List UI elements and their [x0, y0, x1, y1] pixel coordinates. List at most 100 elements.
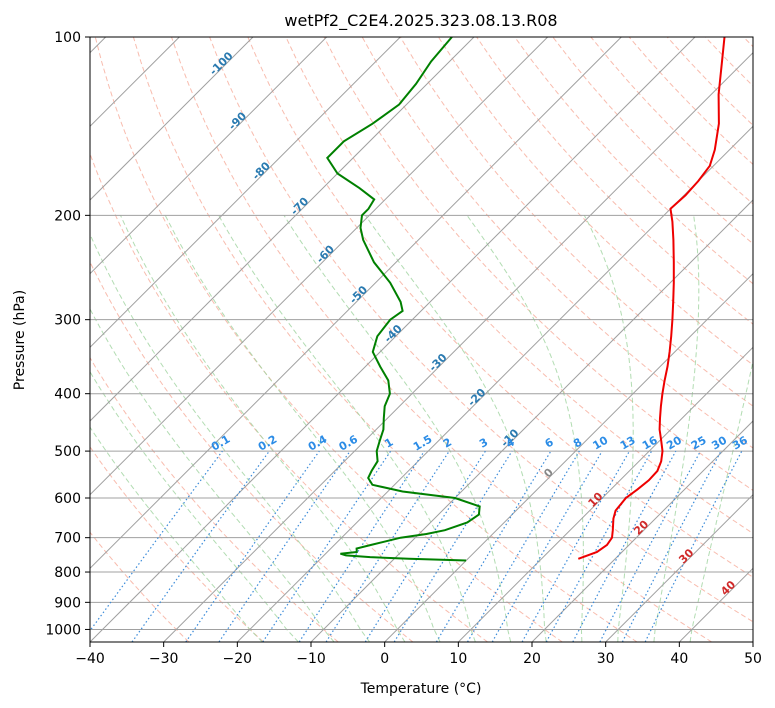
moist-adiabat [90, 232, 371, 642]
isotherm-label: -80 [250, 159, 273, 182]
mixing-ratio-line [521, 450, 631, 642]
isotherm-label: -60 [314, 242, 337, 265]
dry-adiabat [437, 37, 753, 366]
mixing-ratio-line [325, 450, 450, 642]
isotherm-label: 40 [718, 578, 738, 598]
dry-adiabats [90, 37, 753, 642]
mixing-ratio-line [644, 450, 743, 642]
dry-adiabat [132, 37, 638, 642]
isotherm [384, 272, 753, 642]
moist-adiabat [90, 370, 299, 642]
dry-adiabat [171, 37, 712, 642]
isotherm [752, 641, 753, 642]
x-tick-label: 30 [597, 651, 615, 667]
moist-adiabat [653, 215, 700, 642]
dry-adiabat [247, 37, 753, 578]
isotherm-label: -90 [226, 109, 249, 132]
moist-adiabat [689, 358, 753, 642]
mixing-ratio-line [572, 450, 677, 642]
x-tick-label: −10 [296, 651, 326, 667]
y-axis-ticks: 100 200 300 400 500 600 700 800 900 1000 [45, 30, 90, 638]
moist-adiabat [120, 215, 406, 642]
isotherm [90, 37, 549, 496]
isotherm [605, 493, 753, 642]
mixing-ratio-line [621, 450, 722, 642]
isotherm [90, 37, 696, 642]
dry-adiabat [90, 446, 264, 642]
mixing-ratio-lines [90, 450, 743, 642]
temperature-profile [577, 37, 726, 560]
dry-adiabat [361, 37, 753, 449]
mixing-ratio-line [435, 450, 552, 642]
plot-frame [89, 36, 754, 643]
mixing-ratio-label: 30 [709, 433, 729, 452]
dewpoint-profile [326, 37, 481, 562]
isotherm [457, 346, 753, 642]
x-tick-label: 10 [449, 651, 467, 667]
dry-adiabat [90, 260, 414, 642]
y-tick-label: 900 [54, 595, 81, 611]
dry-adiabat [90, 531, 190, 642]
isotherm-label: 10 [586, 490, 606, 510]
dry-adiabat [552, 37, 753, 245]
y-tick-label: 700 [54, 531, 81, 547]
y-tick-label: 400 [54, 387, 81, 403]
mixing-ratio-label: 10 [591, 433, 611, 452]
mixing-ratio-line [262, 450, 392, 642]
sounding-series [326, 37, 726, 562]
dry-adiabat [285, 37, 753, 535]
isotherm [310, 199, 753, 642]
moist-adiabat [218, 215, 476, 642]
x-tick-label: −40 [75, 651, 105, 667]
y-tick-label: 600 [54, 491, 81, 507]
isotherms [90, 37, 753, 642]
mixing-ratio-line [298, 450, 425, 642]
isotherm [90, 37, 328, 275]
mixing-ratio-line [185, 450, 320, 642]
mixing-ratio-line [545, 450, 653, 642]
isotherm-label: -70 [288, 195, 311, 218]
dry-adiabat [399, 37, 753, 407]
isotherm-label: -20 [465, 386, 488, 409]
mixing-ratio-label: 16 [640, 433, 660, 452]
x-tick-label: 20 [523, 651, 541, 667]
dry-adiabat [94, 37, 563, 642]
moist-adiabats [90, 215, 753, 642]
x-tick-label: 40 [670, 651, 688, 667]
x-axis-ticks: −40 −30 −20 −10 0 10 20 30 40 50 [75, 642, 762, 667]
mixing-ratio-label: 25 [689, 434, 709, 453]
isotherm [531, 420, 753, 642]
dry-adiabat [514, 37, 753, 285]
mixing-ratio-line [218, 450, 351, 642]
dry-adiabat [704, 37, 753, 87]
moist-adiabat [283, 215, 512, 642]
dry-adiabat [90, 356, 339, 642]
y-tick-label: 200 [54, 208, 81, 224]
chart-title: wetPf2_C2E4.2025.323.08.13.R08 [284, 11, 557, 31]
y-tick-label: 800 [54, 565, 81, 581]
isotherm [236, 125, 753, 642]
mixing-ratio-label: 20 [664, 433, 684, 452]
mixing-ratio-label: 13 [618, 434, 638, 453]
mixing-ratio-line [393, 450, 513, 642]
x-tick-label: −30 [149, 651, 179, 667]
y-tick-label: 300 [54, 313, 81, 329]
dry-adiabat [209, 37, 753, 623]
isotherm [90, 37, 254, 201]
moist-adiabat [90, 308, 335, 642]
moist-adiabat [583, 215, 634, 642]
mixing-ratio-label: 0.6 [337, 432, 361, 453]
mixing-ratio-labels: 0.1 0.2 0.4 0.6 1 1.5 2 3 4 6 8 10 13 16 20 25 30 36 [209, 432, 750, 453]
isotherm-label: -100 [207, 49, 236, 78]
mixing-ratio-line [90, 450, 223, 632]
isobars [90, 37, 753, 630]
mixing-ratio-label: 0.2 [256, 433, 279, 454]
isotherm-label: 20 [631, 517, 651, 537]
mixing-ratio-line [131, 450, 270, 642]
isotherm [90, 37, 401, 349]
x-tick-label: −20 [223, 651, 253, 667]
moist-adiabat [466, 215, 584, 642]
y-tick-label: 1000 [45, 622, 81, 638]
x-axis-label: Temperature (°C) [360, 681, 482, 697]
